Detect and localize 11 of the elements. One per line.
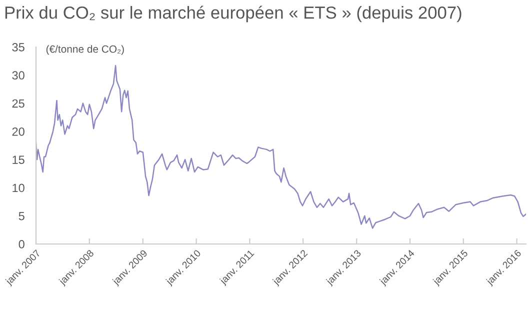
y-axis-title: (€/tonne de CO₂) bbox=[46, 45, 124, 55]
chart-title: Prix du CO₂ sur le marché européen « ETS » (depuis 2007) bbox=[5, 6, 462, 22]
y-tick-label: 35 bbox=[12, 43, 24, 52]
y-tick-label: 30 bbox=[12, 71, 24, 80]
y-tick-label: 20 bbox=[12, 127, 24, 136]
y-tick-label: 15 bbox=[12, 156, 24, 164]
y-tick-label: 10 bbox=[12, 184, 24, 192]
y-tick-label: 0 bbox=[18, 240, 24, 248]
y-tick-label: 25 bbox=[12, 99, 24, 108]
y-tick-label: 5 bbox=[18, 212, 24, 220]
line-series bbox=[36, 64, 526, 229]
